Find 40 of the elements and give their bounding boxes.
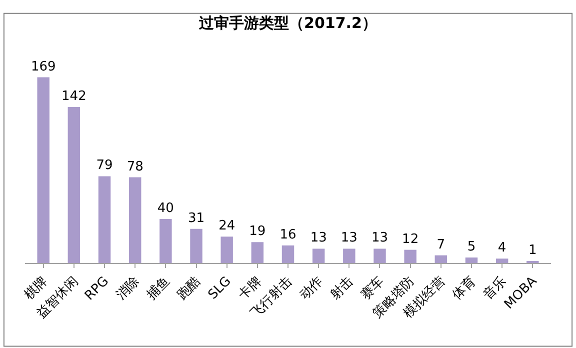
data-label: 4 bbox=[498, 240, 506, 256]
bar bbox=[68, 106, 80, 263]
data-label: 142 bbox=[62, 88, 86, 104]
data-label: 12 bbox=[402, 232, 419, 247]
data-label: 13 bbox=[340, 230, 358, 246]
bar bbox=[312, 248, 325, 263]
x-tick-label: 捕鱼 bbox=[144, 274, 174, 303]
bar bbox=[128, 177, 142, 263]
bar bbox=[98, 176, 111, 263]
chart-title: 过审手游类型（2017.2） bbox=[198, 14, 377, 32]
bar bbox=[251, 242, 264, 263]
data-label: 1 bbox=[528, 243, 537, 258]
x-tick-label: 射击 bbox=[328, 274, 357, 303]
data-label: 13 bbox=[371, 230, 388, 246]
data-label: 7 bbox=[436, 237, 446, 252]
x-tick-label: 动作 bbox=[297, 274, 326, 303]
data-label: 13 bbox=[310, 230, 327, 246]
bar bbox=[190, 228, 202, 263]
bar bbox=[160, 219, 172, 263]
bar bbox=[496, 258, 508, 263]
bar bbox=[343, 248, 356, 263]
data-label: 5 bbox=[467, 240, 476, 255]
x-tick-label: 体育 bbox=[449, 273, 479, 303]
data-label: 16 bbox=[280, 227, 296, 242]
bar bbox=[465, 258, 478, 263]
data-label: 24 bbox=[218, 218, 236, 234]
bar bbox=[37, 77, 50, 263]
bar bbox=[282, 245, 294, 263]
bar bbox=[374, 248, 386, 263]
x-tick-label: 消除 bbox=[114, 274, 143, 303]
bar bbox=[220, 236, 233, 263]
data-label: 31 bbox=[188, 210, 205, 226]
data-label: 79 bbox=[96, 158, 113, 174]
data-label: 78 bbox=[126, 159, 144, 174]
data-label: 40 bbox=[157, 201, 174, 216]
bar bbox=[434, 255, 448, 263]
data-label: 169 bbox=[30, 59, 56, 74]
bar bbox=[404, 250, 416, 263]
x-tick-label: 跑酷 bbox=[174, 274, 204, 303]
data-label: 19 bbox=[249, 224, 266, 240]
